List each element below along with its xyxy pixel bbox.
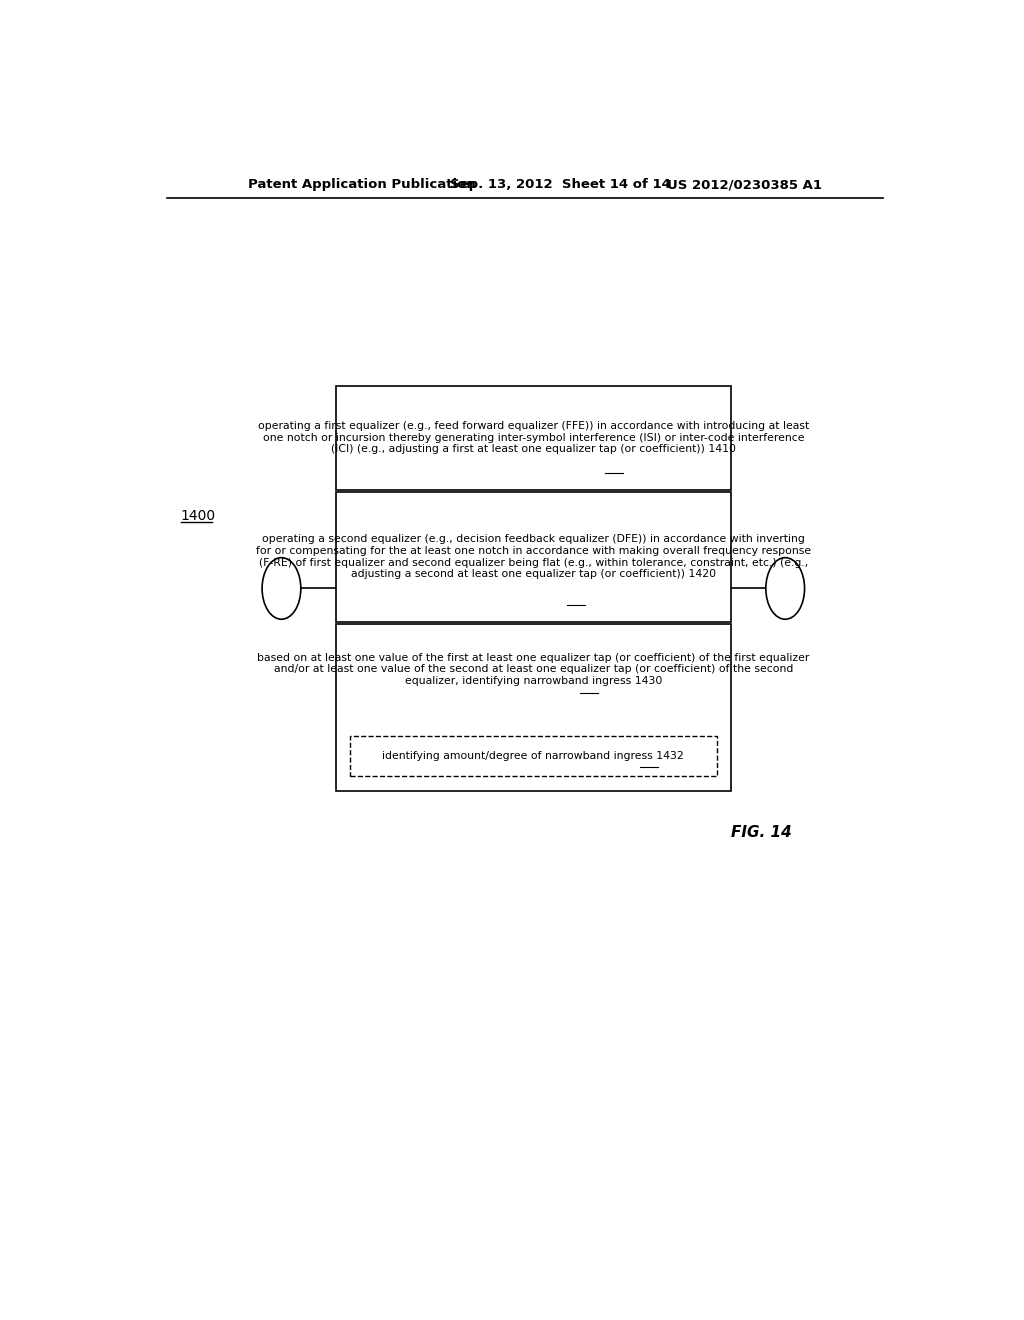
Ellipse shape [262,557,301,619]
Text: Sep. 13, 2012  Sheet 14 of 14: Sep. 13, 2012 Sheet 14 of 14 [450,178,671,191]
Text: US 2012/0230385 A1: US 2012/0230385 A1 [667,178,821,191]
Text: operating a first equalizer (e.g., feed forward equalizer (FFE)) in accordance w: operating a first equalizer (e.g., feed … [258,421,809,454]
Text: FIG. 14: FIG. 14 [731,825,792,840]
Bar [336,624,731,792]
Bar [336,385,731,490]
Text: identifying amount/degree of narrowband ingress 1432: identifying amount/degree of narrowband … [382,751,684,760]
Bar [349,737,717,776]
Text: based on at least one value of the first at least one equalizer tap (or coeffici: based on at least one value of the first… [257,652,810,686]
Bar [336,492,731,622]
Ellipse shape [766,557,805,619]
Text: operating a second equalizer (e.g., decision feedback equalizer (DFE)) in accord: operating a second equalizer (e.g., deci… [256,535,811,579]
Text: 1400: 1400 [180,510,216,524]
Text: Patent Application Publication: Patent Application Publication [248,178,476,191]
